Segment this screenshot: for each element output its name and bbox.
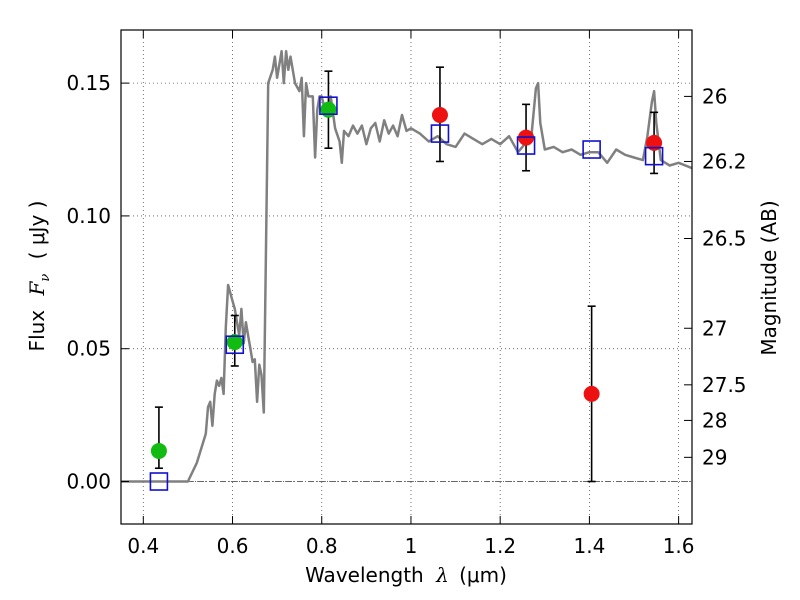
blue-square-marker (644, 146, 664, 166)
x-axis-symbol: λ (435, 563, 449, 587)
y2-tick-label: 26 (702, 84, 727, 108)
y2-tick-label: 28 (702, 408, 727, 432)
x-axis-label: Wavelength (305, 563, 424, 587)
x-axis-title: Wavelength λ (μm) (305, 563, 507, 587)
x-axis-unit: (μm) (459, 563, 507, 587)
red-circle-marker (583, 385, 600, 402)
x-tick-label: 1.4 (573, 534, 605, 558)
green-circle-marker (226, 334, 243, 351)
green-circle-marker (150, 442, 167, 459)
model-layer (121, 49, 693, 483)
y2-tick-label: 27 (702, 316, 727, 340)
x-tick-label: 0.8 (306, 534, 338, 558)
grid-layer (121, 30, 692, 524)
blue-square-marker (149, 472, 169, 491)
marker-layer (149, 96, 664, 491)
x-tick-label: 1 (405, 534, 418, 558)
x-tick-label: 1.6 (663, 534, 695, 558)
y-axis-label: Flux (25, 310, 49, 352)
y2-tick-label: 27.5 (702, 373, 747, 397)
x-tick-label: 0.4 (127, 534, 159, 558)
plot-frame (120, 29, 693, 525)
x-tick-label: 0.6 (217, 534, 249, 558)
y-tick-label: 0.05 (66, 337, 111, 361)
blue-square-marker (225, 335, 245, 355)
y-axis-symbol: F (25, 281, 49, 297)
green-circle-marker (320, 101, 337, 118)
y2-tick-label: 26.5 (702, 226, 747, 250)
blue-square-marker (516, 136, 536, 155)
blue-square-marker (430, 124, 450, 143)
y-axis-subscript: ν (38, 274, 53, 282)
blue-square-marker (319, 96, 338, 115)
red-circle-marker (431, 106, 448, 123)
y-tick-label: 0.00 (66, 470, 111, 494)
tick-layer: 0.4 0.6 0.8 1 1.2 1.4 1.6 0.00 0.05 0.10 0.15 26 26.… (66, 30, 747, 558)
red-circle-marker (646, 134, 663, 151)
y2-tick-label: 26.2 (702, 149, 747, 173)
model-spectrum-line (121, 49, 693, 483)
y2-tick-label: 29 (702, 445, 727, 469)
y-axis-unit: ( μJy ) (25, 201, 49, 260)
y-axis-title: Flux Fν ( μJy ) (25, 201, 54, 352)
y2-axis-title: Magnitude (AB) (757, 200, 781, 355)
y-tick-label: 0.10 (66, 204, 111, 228)
y-tick-label: 0.15 (66, 71, 111, 95)
blue-square-marker (582, 140, 601, 159)
x-tick-label: 1.2 (484, 534, 516, 558)
